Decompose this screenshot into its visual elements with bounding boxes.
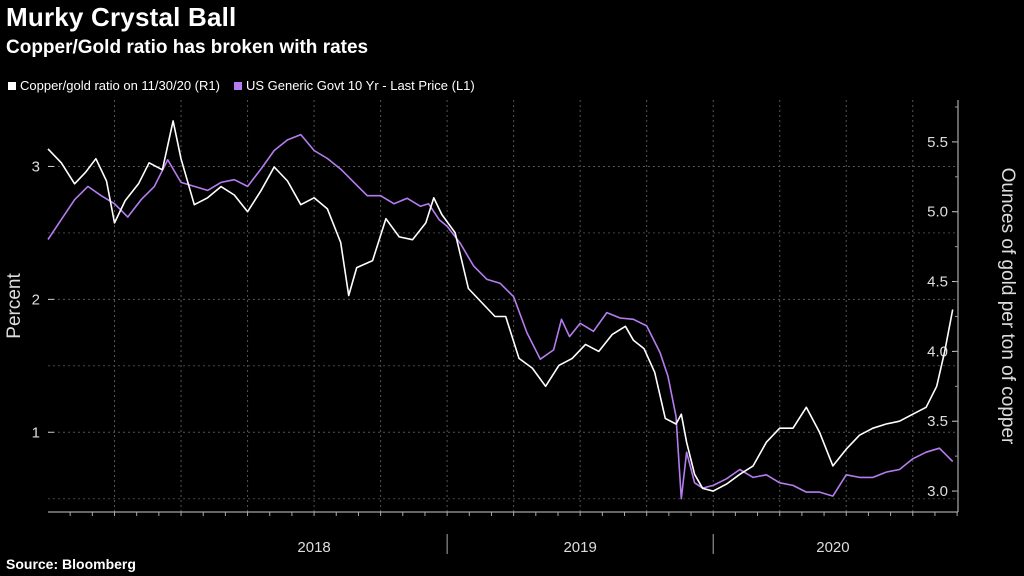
left-axis-tick-label: 2 [32, 291, 40, 308]
x-axis-year-label: 2020 [816, 539, 849, 556]
left-axis-tick-label: 3 [32, 158, 40, 175]
chart-title: Murky Crystal Ball [6, 2, 237, 32]
legend-label: Copper/gold ratio on 11/30/20 (R1) [20, 78, 220, 93]
right-axis-tick-label: 3.5 [927, 413, 948, 430]
legend-item-us10y: US Generic Govt 10 Yr - Last Price (L1) [233, 78, 475, 93]
x-axis-year-label: 2018 [297, 539, 330, 556]
legend-label: US Generic Govt 10 Yr - Last Price (L1) [245, 78, 475, 93]
x-axis-year-label: 2019 [563, 539, 596, 556]
right-axis-tick-label: 5.0 [927, 204, 948, 221]
legend-swatch-white [8, 81, 16, 90]
legend-swatch-purple [233, 81, 242, 90]
copper-gold-ratio-line [47, 120, 954, 492]
right-axis-tick-label: 4.5 [927, 274, 948, 291]
right-axis-tick-label: 4.0 [927, 343, 948, 360]
legend-item-copper-gold: Copper/gold ratio on 11/30/20 (R1) [8, 78, 220, 93]
right-axis-tick-label: 3.0 [927, 483, 948, 500]
left-axis-title: Percent [4, 273, 25, 339]
source-note: Source: Bloomberg [6, 556, 136, 572]
right-axis-title: Ounces of gold per ton of copper [997, 168, 1018, 445]
left-axis-tick-label: 1 [32, 424, 40, 441]
legend: Copper/gold ratio on 11/30/20 (R1) US Ge… [8, 78, 475, 93]
us-10yr-yield-line [47, 133, 954, 500]
right-axis-tick-label: 5.5 [927, 134, 948, 151]
chart-subtitle: Copper/Gold ratio has broken with rates [6, 37, 369, 58]
